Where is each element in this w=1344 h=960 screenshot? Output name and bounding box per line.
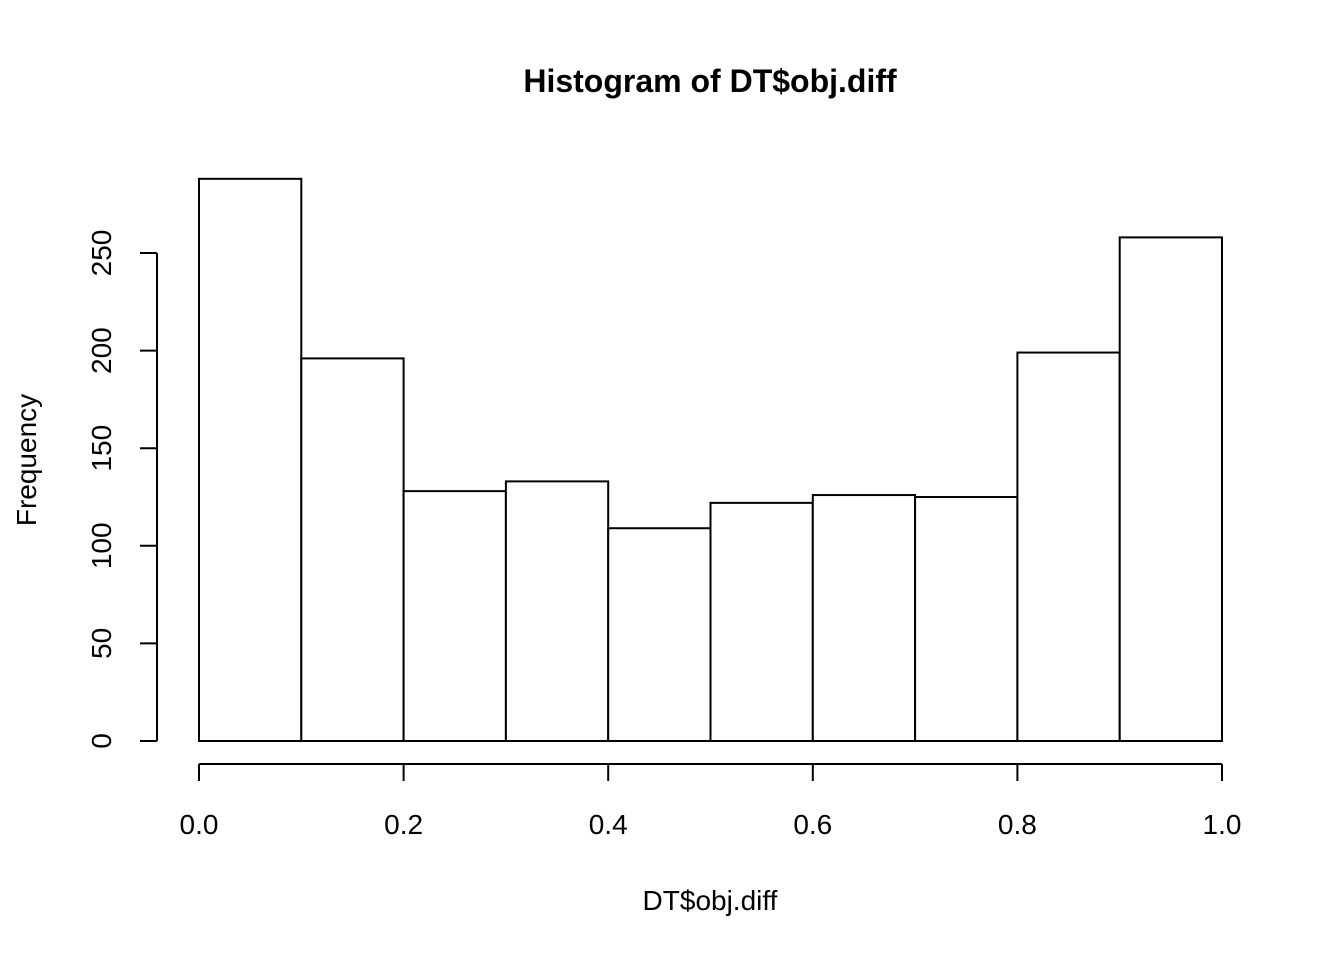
histogram-bar-3 — [504, 480, 610, 742]
y-tick-label-1: 50 — [86, 628, 117, 659]
x-axis-label: DT$obj.diff — [643, 885, 778, 916]
y-tick-label-3: 150 — [86, 425, 117, 472]
x-tick-label-5: 1.0 — [1203, 809, 1242, 840]
x-tick-label-3: 0.6 — [793, 809, 832, 840]
histogram-bar-7 — [914, 496, 1019, 742]
y-tick-label-2: 100 — [86, 522, 117, 569]
histogram-bar-1 — [300, 357, 405, 742]
histogram-bar-6 — [811, 494, 917, 742]
histogram-bar-9 — [1118, 236, 1223, 742]
chart-title: Histogram of DT$obj.diff — [523, 63, 897, 99]
y-tick-label-4: 200 — [86, 327, 117, 374]
histogram-bar-0 — [198, 177, 303, 743]
histogram-bar-5 — [709, 501, 814, 742]
x-tick-label-0: 0.0 — [180, 809, 219, 840]
x-axis: 0.0 0.2 0.4 0.6 0.8 1.0 — [180, 763, 1242, 840]
histogram-bar-4 — [607, 527, 712, 742]
y-tick-label-5: 250 — [86, 230, 117, 277]
histogram-bar-2 — [402, 490, 507, 743]
y-tick-label-0: 0 — [86, 733, 117, 749]
y-axis: 0 50 100 150 200 250 — [86, 230, 158, 749]
histogram-bars — [198, 177, 1223, 743]
x-tick-label-1: 0.2 — [384, 809, 423, 840]
histogram-bar-8 — [1016, 351, 1121, 742]
x-tick-label-4: 0.8 — [998, 809, 1037, 840]
y-axis-label: Frequency — [11, 394, 42, 526]
x-tick-label-2: 0.4 — [589, 809, 628, 840]
